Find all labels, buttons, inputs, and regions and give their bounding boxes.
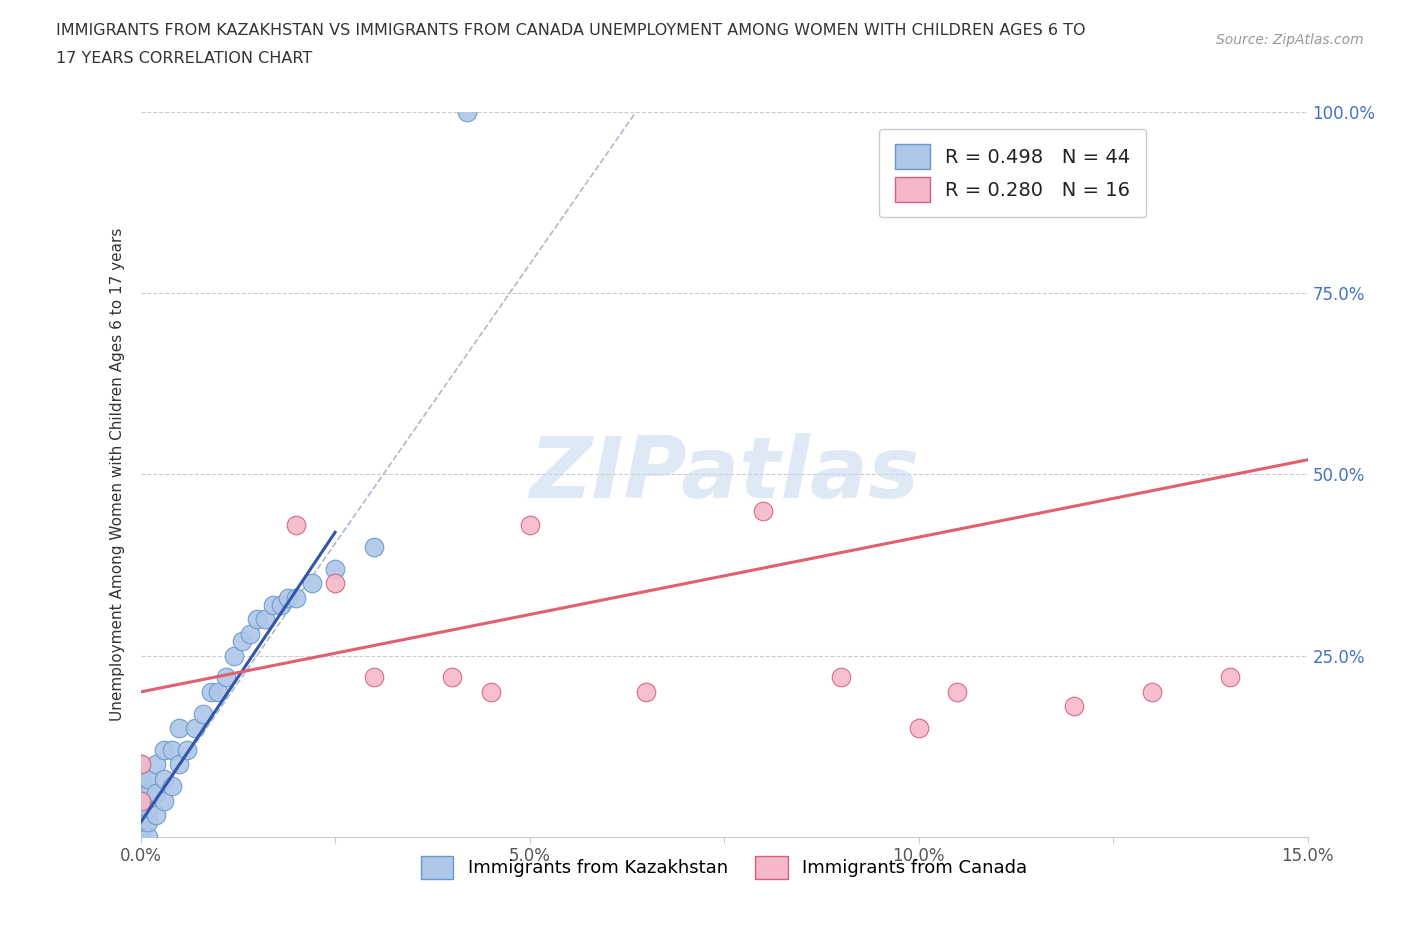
Point [160,742,183,757]
Point [129,801,152,816]
Point [519,518,541,533]
Point [129,772,152,787]
Point [129,830,152,844]
Text: IMMIGRANTS FROM KAZAKHSTAN VS IMMIGRANTS FROM CANADA UNEMPLOYMENT AMONG WOMEN WI: IMMIGRANTS FROM KAZAKHSTAN VS IMMIGRANTS… [56,23,1085,38]
Point [440,670,463,684]
Text: 17 YEARS CORRELATION CHART: 17 YEARS CORRELATION CHART [56,51,312,66]
Point [169,721,191,736]
Text: ZIPatlas: ZIPatlas [529,432,920,516]
Point [1140,684,1163,699]
Point [752,503,775,518]
Point [1219,670,1241,684]
Point [270,597,292,612]
Point [238,627,260,642]
Point [184,721,207,736]
Point [129,822,152,837]
Point [207,684,229,699]
Point [830,670,852,684]
Point [145,757,167,772]
Point [129,793,152,808]
Point [138,801,160,816]
Point [200,684,222,699]
Point [262,597,284,612]
Text: Source: ZipAtlas.com: Source: ZipAtlas.com [1216,33,1364,46]
Point [479,684,502,699]
Point [191,706,214,721]
Point [129,786,152,801]
Point [145,786,167,801]
Point [222,648,245,663]
Point [153,742,176,757]
Point [145,808,167,823]
Point [254,612,277,627]
Point [138,772,160,787]
Point [129,757,152,772]
Point [138,815,160,830]
Point [129,778,152,793]
Point [129,757,152,772]
Point [285,591,308,605]
Point [129,815,152,830]
Point [138,786,160,801]
Point [160,778,183,793]
Legend: Immigrants from Kazakhstan, Immigrants from Canada: Immigrants from Kazakhstan, Immigrants f… [413,848,1035,886]
Point [169,757,191,772]
Point [946,684,969,699]
Point [323,561,346,576]
Point [246,612,269,627]
Point [1063,699,1085,714]
Point [907,721,929,736]
Point [231,633,253,648]
Point [153,793,176,808]
Point [456,104,478,119]
Point [277,591,299,605]
Point [301,576,323,591]
Point [129,808,152,823]
Point [323,576,346,591]
Point [363,670,385,684]
Point [153,772,176,787]
Point [363,539,385,554]
Point [176,742,198,757]
Point [636,684,658,699]
Y-axis label: Unemployment Among Women with Children Ages 6 to 17 years: Unemployment Among Women with Children A… [110,228,125,721]
Point [215,670,238,684]
Point [138,830,160,844]
Point [129,793,152,808]
Point [285,518,308,533]
